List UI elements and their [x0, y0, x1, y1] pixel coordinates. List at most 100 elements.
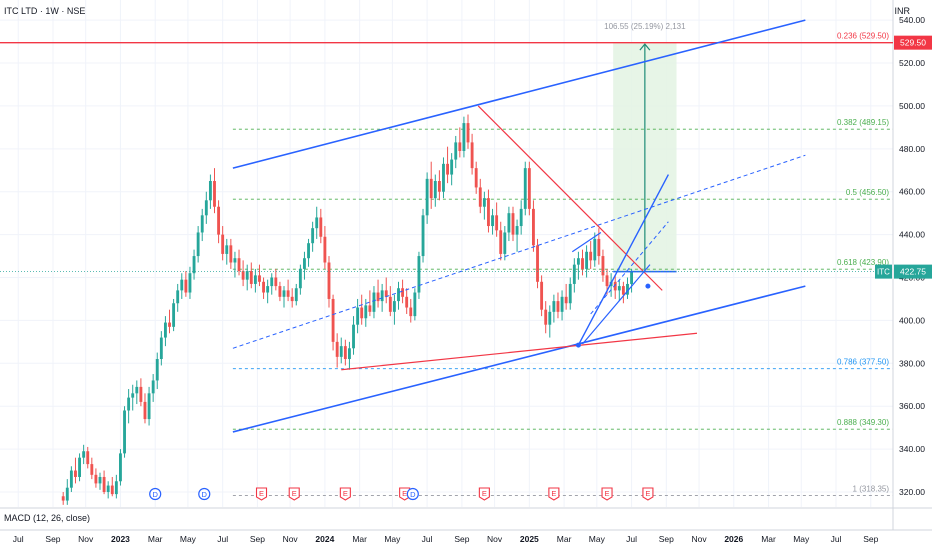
x-tick-label: Mar [761, 534, 776, 544]
target-arrow-head [639, 43, 651, 51]
candle-body [360, 307, 364, 319]
candle-body [421, 215, 425, 257]
candle-body [397, 288, 400, 302]
candle-body [474, 168, 478, 188]
event-letter: E [482, 489, 487, 498]
candle-body [605, 275, 609, 287]
candle-body [564, 296, 568, 304]
x-tick-label: Mar [352, 534, 367, 544]
fib-level-label: 0.618 (423.90) [837, 258, 889, 267]
earnings-marker [601, 487, 613, 501]
x-tick-label: Mar [557, 534, 572, 544]
trendline-support-red [341, 332, 698, 371]
fib-level-label: 0.382 (489.15) [837, 118, 889, 127]
indicator-label[interactable]: MACD (12, 26, close) [4, 513, 91, 523]
candle-body [335, 341, 339, 357]
candle-body [507, 213, 511, 233]
candle-body [249, 271, 253, 284]
candle-body [585, 251, 589, 269]
x-tick-label: May [589, 534, 606, 544]
x-tick-label: May [793, 534, 810, 544]
trendline-wedge-dashed [590, 221, 669, 315]
candle-body [266, 286, 270, 293]
candle-body [315, 217, 319, 229]
time-axis: Jul Sep Nov 2023 Mar May Jul Sep Nov 2024 Mar May Ju… [13, 534, 879, 544]
target-zone: 106.55 (25.19%) 2,131 [604, 22, 686, 272]
x-tick-label: Nov [487, 534, 503, 544]
candle-body [433, 181, 437, 199]
candle-body [106, 485, 110, 492]
event-letter: E [645, 489, 650, 498]
candle-body [519, 208, 523, 227]
candle-body [523, 168, 527, 209]
candle-body [491, 215, 494, 227]
candle-body [536, 245, 539, 282]
ticker-badge [875, 264, 892, 279]
earnings-marker [642, 487, 654, 501]
candle-body [135, 386, 139, 394]
candle-body [278, 286, 282, 297]
earnings-marker [255, 487, 268, 501]
candle-body [86, 451, 90, 465]
candle-body [499, 230, 503, 254]
candle-body [466, 123, 470, 143]
dividend-marker [198, 487, 211, 501]
candle-body [208, 181, 212, 201]
candle-body [221, 234, 225, 254]
candlestick-series [61, 114, 634, 505]
candle-body [560, 296, 564, 312]
x-tick-label: Jul [13, 534, 24, 544]
event-letter: E [551, 489, 556, 498]
y-tick-label: 400.00 [899, 315, 925, 325]
fib-level-label: 0.236 (529.50) [837, 32, 889, 41]
y-tick-label: 520.00 [899, 58, 925, 68]
candle-body [626, 283, 629, 295]
x-tick-label: 2026 [724, 534, 743, 544]
candle-body [482, 198, 486, 207]
candle-body [380, 290, 384, 302]
candle-body [290, 296, 294, 302]
x-tick-label: Nov [78, 534, 94, 544]
candle-body [454, 142, 458, 160]
candle-body [294, 288, 298, 302]
candle-body [356, 307, 360, 325]
candle-body [151, 380, 155, 394]
y-tick-label: 460.00 [899, 187, 925, 197]
candle-body [429, 178, 433, 199]
candle-body [384, 290, 388, 297]
candle-body [527, 168, 531, 209]
candle-body [94, 474, 98, 484]
candle-body [368, 305, 372, 312]
candle-body [532, 208, 535, 246]
candle-body [347, 348, 351, 360]
candle-body [102, 476, 106, 492]
candle-body [204, 200, 208, 216]
candle-body [450, 159, 454, 175]
candle-body [409, 307, 413, 317]
candle-body [127, 397, 131, 411]
candle-body [540, 281, 544, 310]
candle-body [168, 322, 171, 327]
candle-body [131, 393, 135, 398]
candle-body [597, 238, 601, 257]
ticker-text: ITC [877, 268, 890, 277]
candle-body [376, 292, 380, 302]
currency-label[interactable]: INR [894, 6, 911, 16]
event-letter: D [410, 490, 416, 499]
y-tick-label: 320.00 [899, 487, 925, 497]
event-letter: D [152, 490, 158, 499]
candle-body [372, 292, 376, 312]
candle-body [196, 232, 200, 257]
candle-body [184, 279, 188, 293]
candle-body [470, 142, 474, 169]
trendline-wedge-lower [582, 264, 651, 345]
candle-body [331, 298, 335, 342]
candle-body [65, 487, 69, 501]
candle-body [98, 476, 102, 484]
candle-body [245, 271, 249, 280]
candle-body [593, 238, 597, 261]
y-tick-label: 360.00 [899, 401, 925, 411]
candle-body [425, 178, 429, 216]
x-tick-label: 2023 [111, 534, 130, 544]
